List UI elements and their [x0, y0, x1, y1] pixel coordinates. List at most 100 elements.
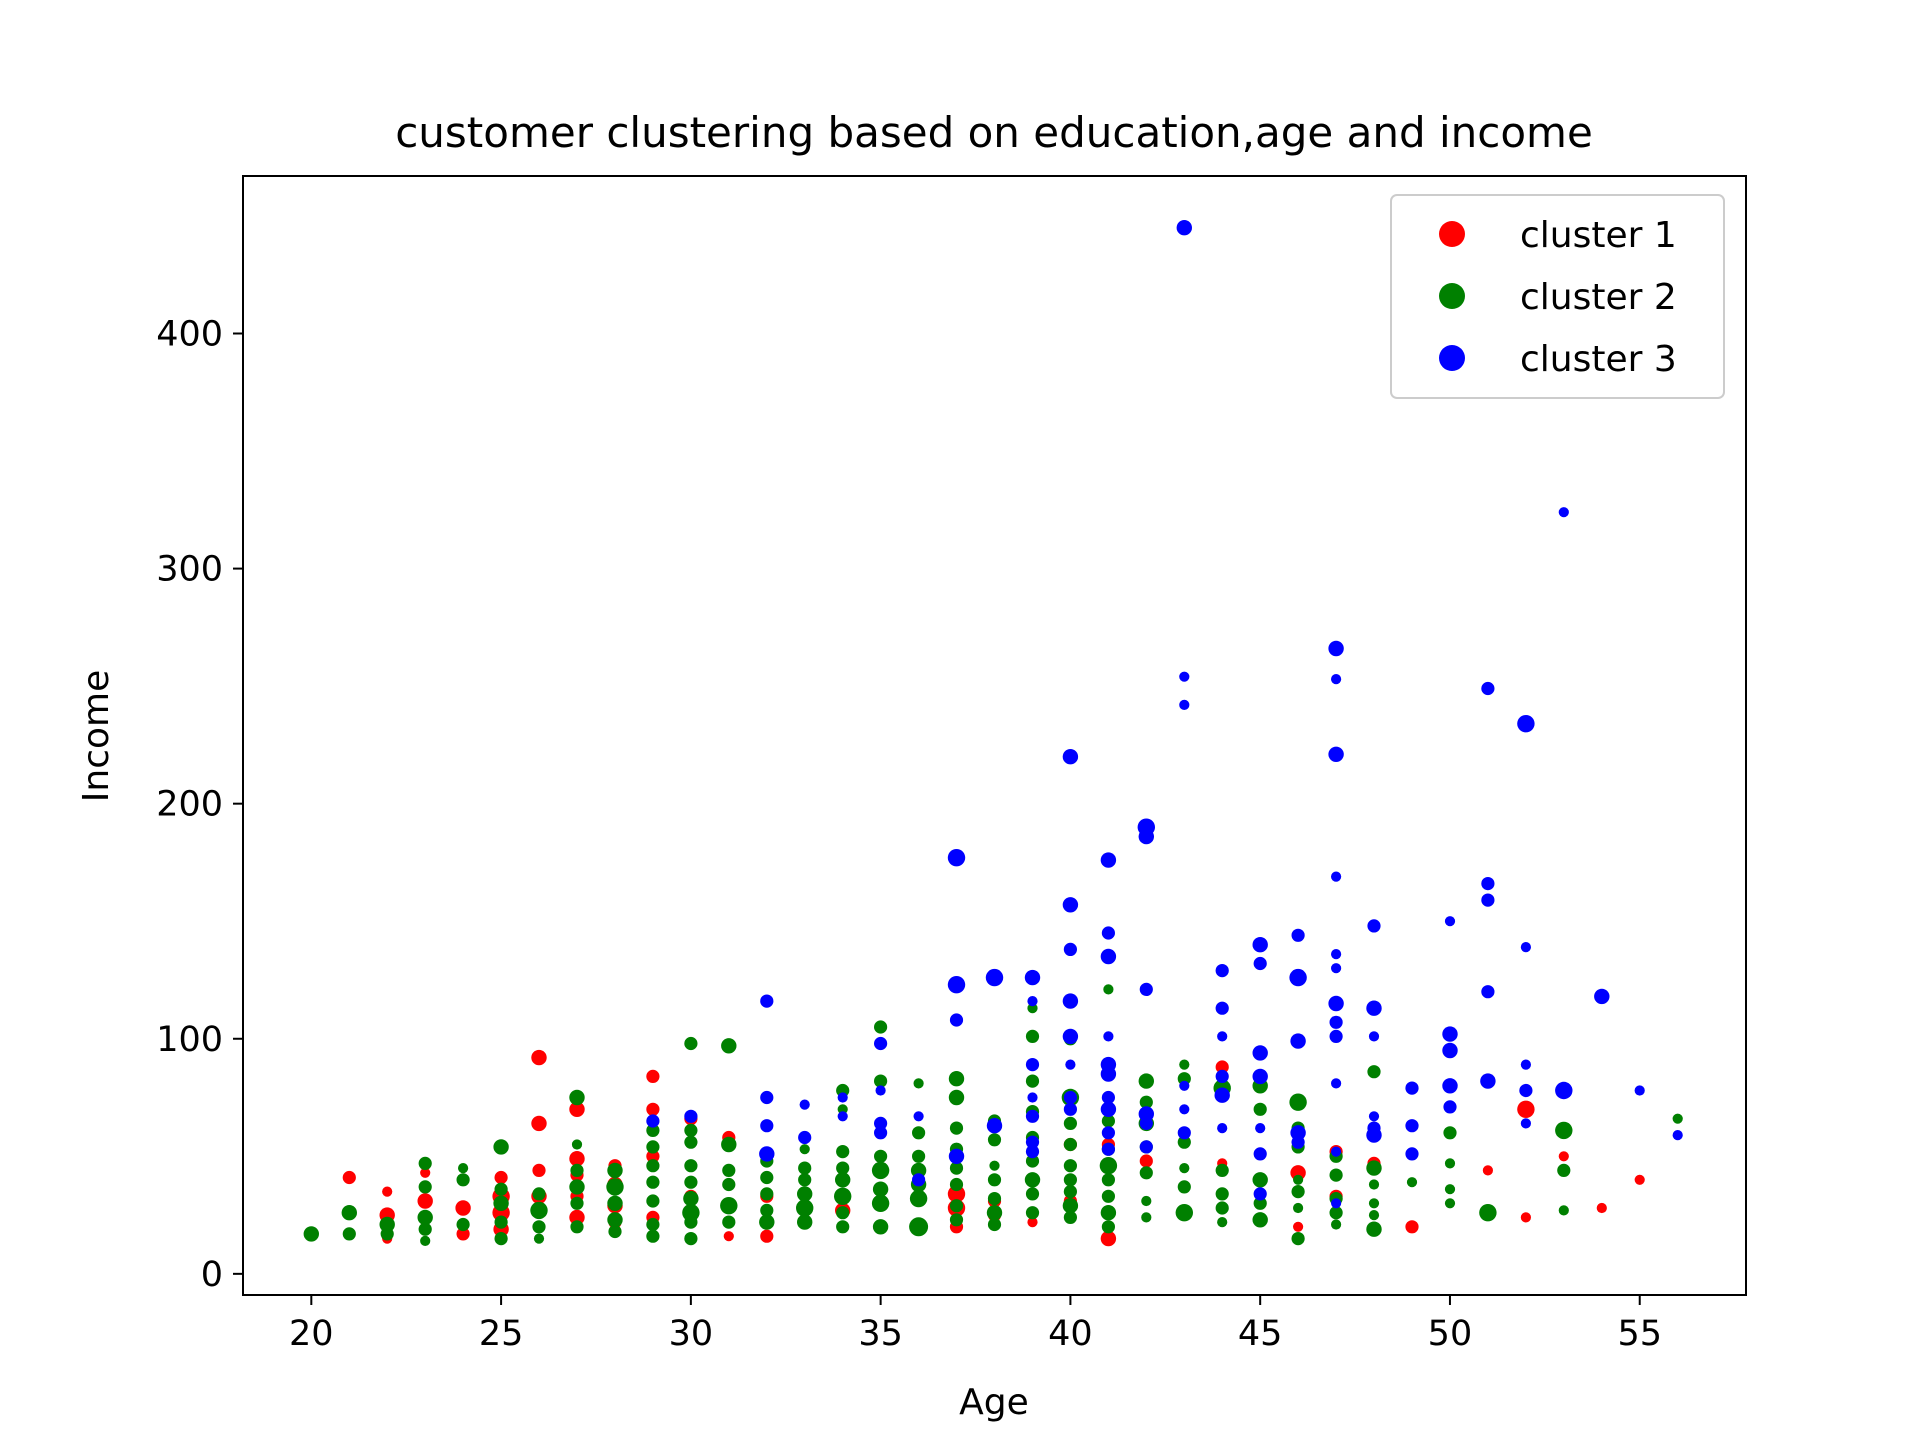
data-point — [1520, 1059, 1531, 1070]
data-point — [1062, 897, 1079, 913]
data-point — [493, 1195, 509, 1212]
data-point — [910, 1162, 927, 1179]
data-point — [646, 1069, 660, 1083]
data-point — [1443, 1100, 1457, 1114]
data-point — [1062, 1198, 1079, 1214]
data-point — [909, 1217, 929, 1237]
data-point — [1139, 982, 1153, 997]
data-point — [1290, 1033, 1306, 1049]
data-point — [1101, 1114, 1115, 1128]
data-point — [760, 1090, 774, 1105]
data-point — [986, 1205, 1003, 1221]
data-point — [646, 1149, 660, 1163]
data-point — [722, 1177, 736, 1192]
data-point — [1481, 893, 1495, 907]
data-point — [1558, 1151, 1569, 1162]
data-point — [1555, 1121, 1573, 1140]
data-point — [909, 1189, 928, 1208]
data-point — [1479, 1204, 1497, 1222]
data-point — [1100, 1205, 1117, 1221]
data-point — [1289, 968, 1307, 987]
data-point — [1672, 1130, 1683, 1141]
data-point — [1482, 1165, 1493, 1176]
data-point — [722, 1163, 736, 1177]
x-tick-label: 20 — [289, 1314, 334, 1354]
data-point — [874, 1116, 888, 1130]
data-point — [1063, 1210, 1077, 1224]
data-point — [797, 1214, 813, 1230]
data-point — [455, 1200, 471, 1216]
data-point — [949, 1199, 964, 1213]
data-point — [1331, 674, 1342, 685]
data-point — [569, 1179, 585, 1195]
data-point — [646, 1123, 660, 1137]
data-point — [834, 1187, 852, 1206]
data-point — [1253, 1187, 1267, 1201]
data-point — [760, 1170, 774, 1185]
data-point — [684, 1175, 698, 1189]
data-point — [1596, 1202, 1607, 1214]
data-point — [569, 1101, 585, 1118]
data-point — [798, 1161, 812, 1175]
data-point — [723, 1231, 734, 1242]
data-point — [949, 1161, 964, 1175]
data-point — [1100, 1230, 1117, 1247]
data-point — [1063, 1159, 1077, 1173]
data-point — [1368, 1210, 1380, 1221]
data-point — [380, 1227, 394, 1241]
data-point — [799, 1099, 810, 1110]
data-point — [1101, 1173, 1115, 1187]
data-point — [948, 1071, 965, 1087]
data-point — [835, 1172, 851, 1188]
legend-marker — [1439, 283, 1465, 309]
plot-frame — [242, 175, 1747, 1296]
data-point — [1101, 926, 1115, 940]
data-point — [871, 1194, 890, 1213]
data-point — [720, 1197, 738, 1215]
data-point — [759, 1214, 775, 1230]
data-point — [836, 1206, 850, 1220]
data-point — [1291, 1135, 1305, 1149]
data-point — [494, 1215, 508, 1229]
data-point — [1101, 1126, 1115, 1140]
data-point — [1444, 1184, 1456, 1195]
data-point — [458, 1163, 469, 1174]
y-tick-label: 300 — [156, 550, 223, 590]
data-point — [1099, 1157, 1118, 1175]
data-point — [646, 1217, 660, 1232]
data-point — [379, 1216, 395, 1233]
series-2 — [303, 984, 1683, 1246]
data-point — [722, 1215, 736, 1229]
data-point — [607, 1162, 623, 1179]
data-point — [1214, 1087, 1230, 1103]
data-point — [874, 1126, 888, 1140]
data-point — [721, 1038, 737, 1054]
data-point — [646, 1114, 660, 1128]
data-point — [1289, 1093, 1307, 1111]
data-point — [1406, 1177, 1418, 1188]
data-point — [1139, 1166, 1153, 1180]
data-point — [1594, 988, 1610, 1005]
data-point — [1177, 1135, 1191, 1149]
data-point — [1215, 1187, 1229, 1201]
x-tick-label: 25 — [479, 1314, 524, 1354]
data-point — [1138, 1106, 1155, 1122]
data-point — [570, 1163, 584, 1177]
data-point — [1252, 937, 1268, 953]
data-point — [1329, 1206, 1343, 1220]
legend-label: cluster 2 — [1520, 277, 1677, 318]
legend-entries: cluster 1 cluster 2 cluster 3 — [1439, 215, 1677, 380]
data-point — [1329, 1015, 1343, 1029]
data-point — [608, 1224, 622, 1239]
data-point — [303, 1226, 319, 1242]
data-point — [1063, 1102, 1077, 1116]
data-point — [1252, 1172, 1268, 1188]
data-point — [1253, 1102, 1267, 1116]
data-point — [1368, 1198, 1380, 1209]
data-point — [1366, 1221, 1382, 1237]
data-point — [1291, 928, 1305, 942]
data-point — [1558, 1205, 1569, 1216]
data-point — [1405, 1220, 1419, 1234]
data-point — [874, 1036, 888, 1051]
data-point — [874, 1149, 888, 1163]
